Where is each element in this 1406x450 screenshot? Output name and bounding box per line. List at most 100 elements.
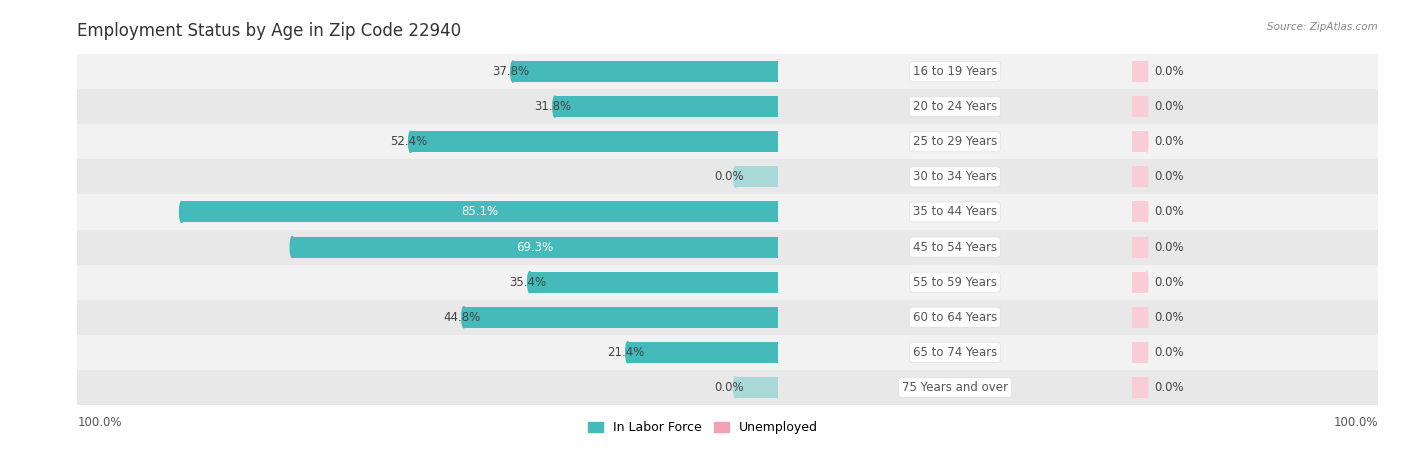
Circle shape	[461, 307, 465, 328]
Text: 37.8%: 37.8%	[492, 65, 529, 78]
Bar	[292, 237, 778, 257]
Circle shape	[626, 342, 630, 363]
Text: 20 to 24 Years: 20 to 24 Years	[912, 100, 997, 113]
Bar	[530, 272, 778, 292]
Bar	[1132, 377, 1147, 398]
Bar	[778, 54, 1132, 89]
Bar	[1132, 237, 1147, 257]
Bar	[778, 124, 1132, 159]
Text: 0.0%: 0.0%	[1154, 311, 1184, 324]
Bar	[1132, 194, 1378, 230]
Bar	[778, 194, 1132, 230]
Circle shape	[180, 202, 184, 222]
Text: 25 to 29 Years: 25 to 29 Years	[912, 135, 997, 148]
Bar	[735, 377, 778, 398]
Bar	[1132, 265, 1378, 300]
Bar	[411, 131, 778, 152]
Legend: In Labor Force, Unemployed: In Labor Force, Unemployed	[583, 416, 823, 439]
Text: 69.3%: 69.3%	[516, 241, 554, 253]
Bar	[735, 166, 778, 187]
Text: 0.0%: 0.0%	[1154, 135, 1184, 148]
Bar	[1132, 307, 1147, 328]
Text: 100.0%: 100.0%	[1333, 417, 1378, 429]
Text: 30 to 34 Years: 30 to 34 Years	[912, 171, 997, 183]
Text: 16 to 19 Years: 16 to 19 Years	[912, 65, 997, 78]
Text: 45 to 54 Years: 45 to 54 Years	[912, 241, 997, 253]
Bar	[1132, 300, 1378, 335]
Circle shape	[553, 96, 557, 117]
Bar	[464, 307, 778, 328]
Bar	[513, 61, 778, 82]
Bar	[778, 370, 1132, 405]
Text: 0.0%: 0.0%	[714, 381, 744, 394]
Bar	[77, 54, 778, 89]
Text: Source: ZipAtlas.com: Source: ZipAtlas.com	[1267, 22, 1378, 32]
Text: 35.4%: 35.4%	[509, 276, 546, 288]
Text: 100.0%: 100.0%	[77, 417, 122, 429]
Text: 0.0%: 0.0%	[1154, 65, 1184, 78]
Circle shape	[1146, 342, 1147, 363]
Text: 60 to 64 Years: 60 to 64 Years	[912, 311, 997, 324]
Bar	[778, 89, 1132, 124]
Circle shape	[527, 272, 531, 292]
Text: 75 Years and over: 75 Years and over	[903, 381, 1008, 394]
Bar	[1132, 54, 1378, 89]
Bar	[1132, 370, 1378, 405]
Text: 0.0%: 0.0%	[714, 171, 744, 183]
Circle shape	[1146, 202, 1147, 222]
Bar	[77, 194, 778, 230]
Bar	[1132, 159, 1378, 194]
Circle shape	[510, 61, 515, 82]
Text: 44.8%: 44.8%	[443, 311, 479, 324]
Bar	[1132, 272, 1147, 292]
Bar	[77, 124, 778, 159]
Circle shape	[1146, 237, 1147, 257]
Circle shape	[409, 131, 413, 152]
Bar	[778, 159, 1132, 194]
Circle shape	[1146, 307, 1147, 328]
Circle shape	[1146, 61, 1147, 82]
Bar	[1132, 230, 1378, 265]
Bar	[181, 202, 778, 222]
Bar	[778, 335, 1132, 370]
Bar	[1132, 96, 1147, 117]
Text: 0.0%: 0.0%	[1154, 276, 1184, 288]
Text: 65 to 74 Years: 65 to 74 Years	[912, 346, 997, 359]
Text: 0.0%: 0.0%	[1154, 381, 1184, 394]
Text: 35 to 44 Years: 35 to 44 Years	[912, 206, 997, 218]
Bar	[77, 89, 778, 124]
Bar	[77, 300, 778, 335]
Bar	[77, 370, 778, 405]
Bar	[1132, 166, 1147, 187]
Text: 52.4%: 52.4%	[389, 135, 427, 148]
Circle shape	[290, 237, 294, 257]
Circle shape	[1146, 166, 1147, 187]
Bar	[77, 335, 778, 370]
Circle shape	[1146, 131, 1147, 152]
Text: Employment Status by Age in Zip Code 22940: Employment Status by Age in Zip Code 229…	[77, 22, 461, 40]
Text: 0.0%: 0.0%	[1154, 100, 1184, 113]
Bar	[77, 265, 778, 300]
Bar	[555, 96, 778, 117]
Bar	[1132, 131, 1147, 152]
Bar	[1132, 89, 1378, 124]
Bar	[1132, 342, 1147, 363]
Text: 31.8%: 31.8%	[534, 100, 571, 113]
Text: 0.0%: 0.0%	[1154, 206, 1184, 218]
Text: 21.4%: 21.4%	[607, 346, 644, 359]
Bar	[1132, 335, 1378, 370]
Bar	[627, 342, 778, 363]
Bar	[778, 265, 1132, 300]
Bar	[1132, 202, 1147, 222]
Circle shape	[1146, 272, 1147, 292]
Circle shape	[734, 166, 738, 187]
Text: 85.1%: 85.1%	[461, 206, 498, 218]
Bar	[77, 159, 778, 194]
Circle shape	[1146, 377, 1147, 398]
Text: 0.0%: 0.0%	[1154, 241, 1184, 253]
Circle shape	[1146, 96, 1147, 117]
Text: 55 to 59 Years: 55 to 59 Years	[912, 276, 997, 288]
Bar	[77, 230, 778, 265]
Bar	[1132, 124, 1378, 159]
Bar	[1132, 61, 1147, 82]
